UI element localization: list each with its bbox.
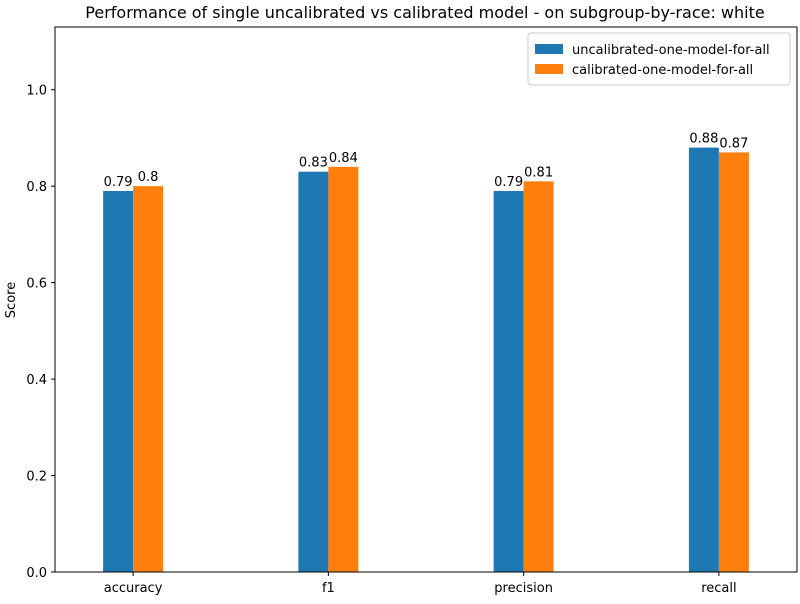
bar-accuracy-uncalibrated (103, 190, 134, 572)
legend-box (527, 32, 791, 86)
legend: uncalibrated-one-model-for-all calibrated… (527, 32, 791, 86)
legend-label: calibrated-one-model-for-all (572, 63, 753, 78)
bar-value-label: 0.8 (138, 170, 159, 185)
chart-title: Performance of single uncalibrated vs ca… (85, 3, 764, 22)
bar-value-label: 0.79 (104, 175, 133, 190)
bar-value-label: 0.79 (494, 175, 523, 190)
x-tick-label-recall: recall (701, 581, 736, 596)
legend-label: uncalibrated-one-model-for-all (572, 43, 770, 58)
y-tick-label: 0.4 (26, 373, 47, 388)
y-tick-label: 0.6 (26, 277, 47, 292)
bar-precision-calibrated (523, 181, 554, 572)
bar-f1-uncalibrated (298, 171, 329, 573)
bar-accuracy-calibrated (133, 186, 164, 572)
bar-value-label: 0.84 (329, 151, 358, 166)
bar-value-label: 0.81 (524, 165, 553, 180)
bar-value-label: 0.87 (719, 136, 748, 151)
bar-precision-uncalibrated (493, 190, 524, 572)
x-tick-label-precision: precision (494, 581, 553, 596)
bar-value-label: 0.88 (689, 132, 718, 147)
y-tick-label: 0.0 (26, 566, 47, 581)
axes-frame (54, 26, 798, 573)
y-axis-label: Score (4, 282, 19, 318)
y-tick-label: 0.2 (26, 470, 47, 485)
bar-value-label: 0.83 (299, 156, 328, 171)
bar-f1-calibrated (328, 166, 359, 573)
legend-swatch (535, 64, 563, 74)
x-tick-label-f1: f1 (322, 581, 335, 596)
y-tick-label: 0.8 (26, 180, 47, 195)
bar-recall-calibrated (718, 152, 749, 572)
x-tick-label-accuracy: accuracy (104, 581, 163, 596)
bar-recall-uncalibrated (688, 147, 719, 572)
y-tick-label: 1.0 (26, 84, 47, 99)
legend-swatch (535, 44, 563, 54)
